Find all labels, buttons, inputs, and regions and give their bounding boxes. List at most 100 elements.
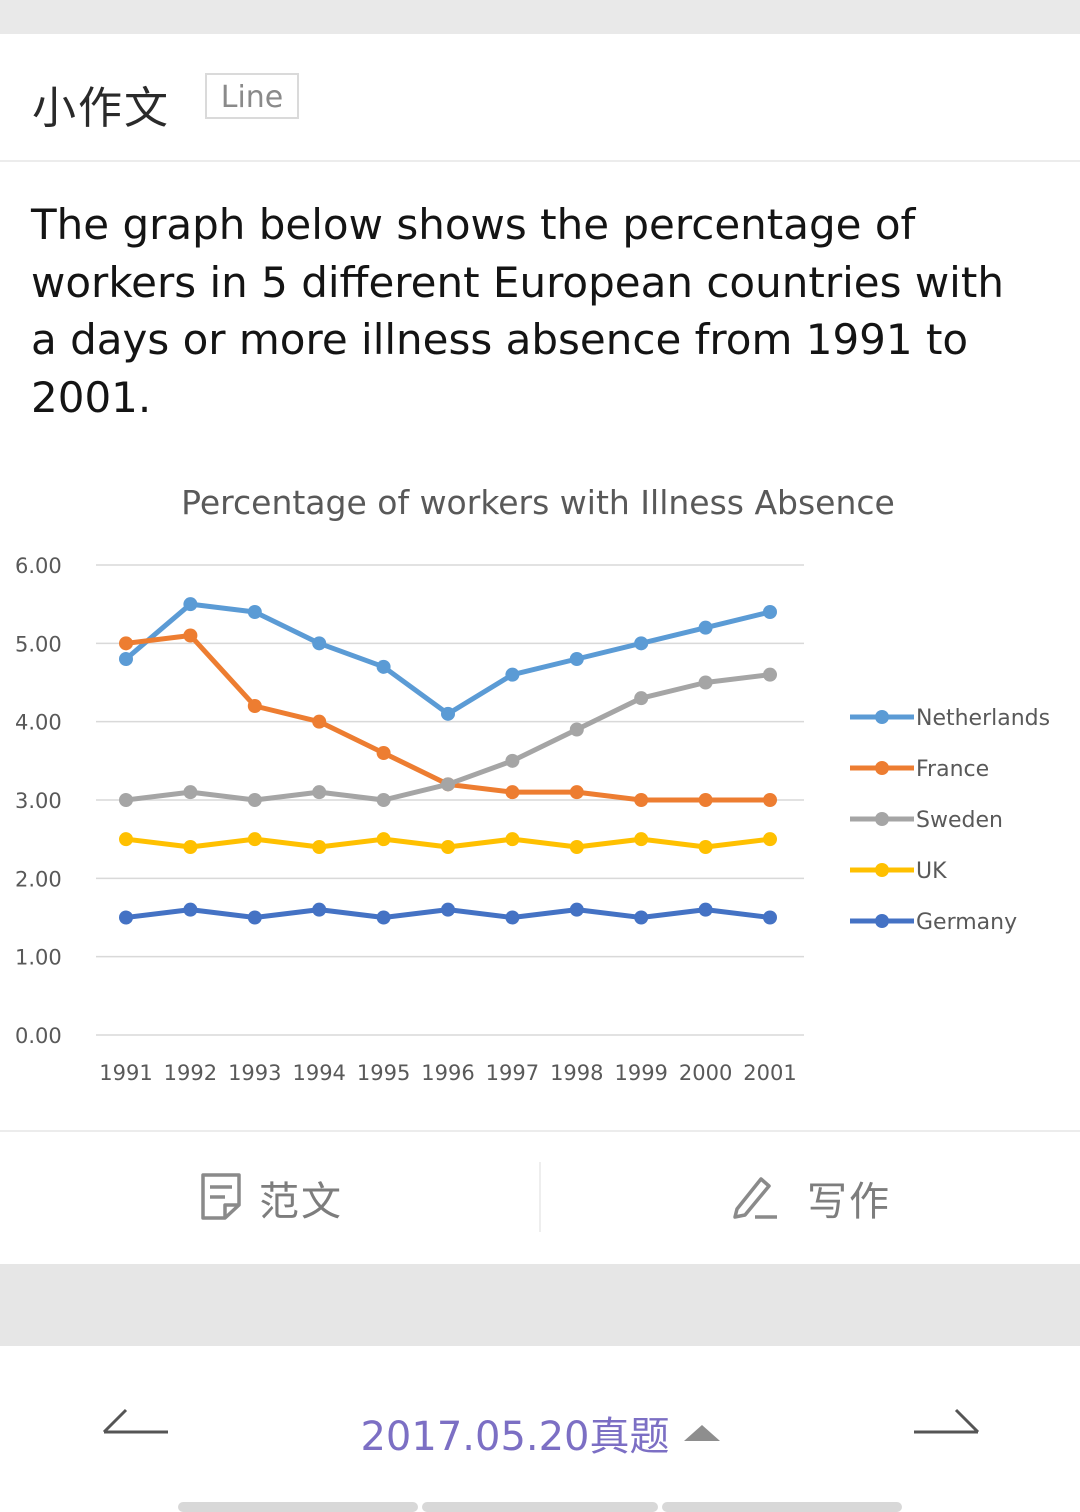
- question-header: 小作文 Line: [0, 34, 1080, 162]
- y-tick-label: 1.00: [15, 946, 62, 970]
- data-point-netherlands: [441, 706, 455, 721]
- x-tick-label: 1992: [164, 1061, 217, 1085]
- data-point-netherlands: [183, 597, 198, 612]
- chart-svg: Percentage of workers with Illness Absen…: [15, 483, 1050, 1085]
- data-point-germany: [376, 910, 391, 925]
- pencil-icon: [729, 1171, 779, 1225]
- x-tick-label: 1996: [421, 1061, 474, 1085]
- data-point-france: [763, 793, 777, 807]
- prev-arrow-button[interactable]: [102, 1396, 172, 1436]
- data-point-sweden: [183, 785, 198, 800]
- legend-marker-sweden: [875, 812, 889, 826]
- exam-date-label: 2017.05.20真题: [360, 1414, 670, 1460]
- legend-label-sweden: Sweden: [916, 808, 1003, 833]
- data-point-uk: [376, 832, 391, 847]
- x-tick-label: 1997: [486, 1061, 539, 1085]
- data-point-sweden: [698, 675, 713, 690]
- data-point-netherlands: [698, 620, 713, 635]
- x-tick-label: 2001: [743, 1061, 796, 1085]
- x-tick-label: 1998: [550, 1061, 603, 1085]
- line-chart: Percentage of workers with Illness Absen…: [0, 468, 1080, 1108]
- data-point-uk: [763, 832, 777, 847]
- model-essay-button[interactable]: 范文: [0, 1132, 540, 1264]
- y-tick-label: 2.00: [15, 867, 62, 891]
- exam-date-selector[interactable]: 2017.05.20真题: [0, 1404, 1080, 1462]
- data-point-france: [247, 699, 262, 713]
- data-point-sweden: [247, 793, 262, 807]
- action-separator: [539, 1162, 541, 1232]
- data-point-germany: [312, 902, 327, 917]
- data-point-netherlands: [569, 652, 584, 666]
- data-point-germany: [119, 910, 133, 925]
- legend-marker-france: [875, 761, 889, 775]
- data-point-france: [698, 793, 713, 807]
- document-icon: [197, 1171, 245, 1225]
- data-point-france: [505, 785, 520, 800]
- data-point-germany: [698, 902, 713, 917]
- data-point-germany: [183, 902, 198, 917]
- data-point-sweden: [763, 667, 777, 682]
- data-point-uk: [312, 840, 327, 854]
- next-arrow-button[interactable]: [910, 1396, 980, 1436]
- legend-marker-germany: [875, 914, 889, 928]
- data-point-uk: [569, 840, 584, 854]
- data-point-uk: [247, 832, 262, 847]
- data-point-france: [376, 746, 391, 760]
- question-prompt: The graph below shows the percentage of …: [31, 200, 1004, 422]
- data-point-sweden: [569, 722, 584, 737]
- data-point-netherlands: [312, 636, 327, 651]
- data-point-sweden: [376, 793, 391, 807]
- section-title: 小作文: [32, 83, 170, 134]
- data-point-uk: [119, 832, 133, 847]
- data-point-uk: [698, 840, 713, 854]
- x-tick-label: 1994: [292, 1061, 345, 1085]
- chart-divider: [0, 1130, 1080, 1132]
- legend-label-france: France: [916, 757, 989, 782]
- top-gray-strip: [0, 0, 1080, 34]
- data-point-uk: [441, 840, 455, 854]
- data-point-uk: [634, 832, 649, 847]
- page-indicator: [178, 1502, 418, 1512]
- data-point-netherlands: [634, 636, 649, 651]
- data-point-germany: [247, 910, 262, 925]
- data-point-netherlands: [376, 659, 391, 674]
- page-indicator: [662, 1502, 902, 1512]
- y-tick-label: 3.00: [15, 789, 62, 813]
- data-point-sweden: [634, 691, 649, 706]
- data-point-netherlands: [763, 605, 777, 619]
- y-tick-label: 5.00: [15, 632, 62, 656]
- data-point-sweden: [119, 793, 133, 807]
- legend-marker-uk: [875, 863, 889, 877]
- write-button[interactable]: 写作: [540, 1132, 1080, 1264]
- legend-label-germany: Germany: [916, 910, 1017, 935]
- data-point-germany: [569, 902, 584, 917]
- x-tick-label: 1993: [228, 1061, 281, 1085]
- chart-title: Percentage of workers with Illness Absen…: [181, 483, 895, 522]
- gray-spacer: [0, 1264, 1080, 1346]
- data-point-sweden: [505, 753, 520, 768]
- data-point-netherlands: [119, 652, 133, 666]
- write-label: 写作: [807, 1179, 891, 1225]
- caret-up-icon: [683, 1425, 720, 1441]
- data-point-germany: [763, 910, 777, 925]
- data-point-uk: [183, 840, 198, 854]
- data-point-germany: [634, 910, 649, 925]
- arrow-left-icon: [102, 1408, 168, 1434]
- series-line-netherlands: [123, 601, 773, 717]
- arrow-right-icon: [914, 1408, 980, 1434]
- data-point-france: [569, 785, 584, 800]
- x-tick-label: 2000: [679, 1061, 732, 1085]
- data-point-germany: [441, 902, 455, 917]
- data-point-france: [312, 714, 327, 729]
- y-tick-label: 6.00: [15, 554, 62, 578]
- data-point-france: [634, 793, 649, 807]
- page-indicator: [422, 1502, 658, 1512]
- data-point-netherlands: [247, 605, 262, 619]
- data-point-uk: [505, 832, 520, 847]
- footer-nav: 2017.05.20真题: [0, 1346, 1080, 1512]
- data-point-sweden: [312, 785, 327, 800]
- y-tick-label: 0.00: [15, 1024, 62, 1048]
- data-point-germany: [505, 910, 520, 925]
- data-point-netherlands: [505, 667, 520, 682]
- x-tick-label: 1995: [357, 1061, 410, 1085]
